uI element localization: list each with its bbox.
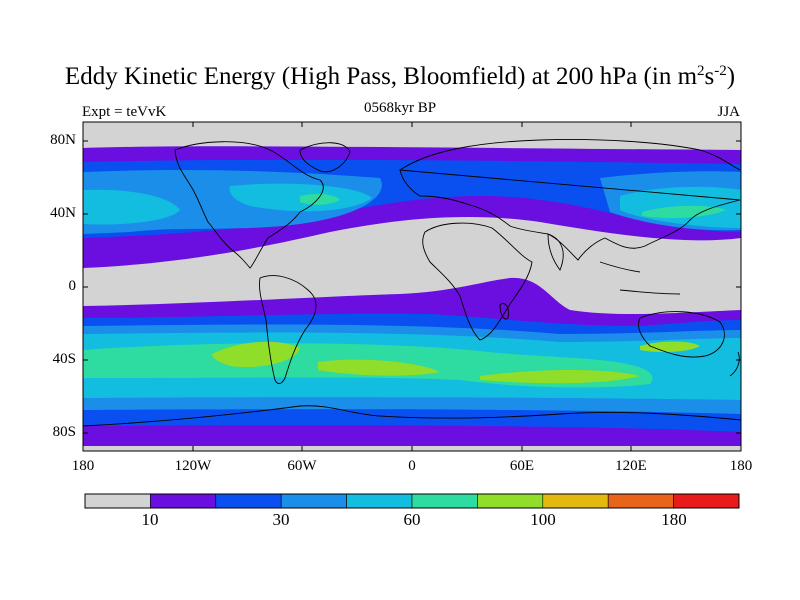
colorbar-label-30: 30: [272, 510, 290, 529]
lon-label-0: 0: [408, 458, 416, 474]
colorbar-frame: [84, 493, 740, 509]
coastlines: [83, 139, 741, 427]
lat-label-80n: 80N: [50, 132, 76, 148]
contour-nh-50-b: [642, 205, 726, 218]
coast-south-america: [259, 275, 317, 385]
lon-label-60w: 60W: [287, 458, 317, 474]
coast-africa: [422, 222, 533, 341]
colorbar-swatch: [477, 493, 544, 509]
colorbar-swatch: [215, 493, 282, 509]
lon-label-120e: 120E: [615, 458, 647, 474]
season-label: JJA: [717, 104, 740, 120]
contour-nh-50-a: [300, 193, 340, 205]
eke-contour-field: [83, 122, 741, 451]
colorbar-swatch: [411, 493, 478, 509]
coast-australia: [638, 311, 725, 358]
coast-north-america: [174, 141, 324, 269]
axis-ticks: [82, 122, 742, 451]
coast-europe-asia: [399, 139, 741, 261]
colorbar-swatch: [280, 493, 347, 509]
colorbar-label-180: 180: [661, 510, 687, 529]
contour-nh-40-a: [83, 189, 180, 225]
lat-label-80s: 80S: [52, 424, 76, 440]
lon-label-120w: 120W: [174, 458, 212, 474]
contour-sh-60-c: [480, 370, 640, 384]
colorbar-label-60: 60: [403, 510, 421, 529]
coast-india: [547, 233, 564, 271]
contour-sh-60-d: [640, 341, 700, 353]
colorbar-swatch: [673, 493, 740, 509]
plot-subtitle: 0568kyr BP: [363, 100, 437, 116]
lon-label-180w: 180: [71, 458, 95, 474]
coast-greenland: [299, 142, 351, 173]
lat-label-0: 0: [68, 278, 77, 294]
colorbar-swatch: [346, 493, 413, 509]
colorbar-label-10: 10: [141, 510, 159, 529]
colorbar-swatch: [150, 493, 217, 509]
coast-indonesia: [599, 261, 681, 295]
lat-label-40s: 40S: [52, 351, 76, 367]
colorbar-swatch: [542, 493, 609, 509]
coast-antarctica: [83, 405, 741, 427]
colorbar: [84, 493, 740, 509]
coast-madagascar: [499, 303, 509, 320]
colorbar-swatch: [84, 493, 151, 509]
colorbar-swatch: [607, 493, 674, 509]
lon-label-180e: 180: [729, 458, 753, 474]
contour-sh-60-b: [318, 359, 440, 376]
experiment-label: Expt = teVvK: [82, 104, 167, 120]
lon-label-60e: 60E: [509, 458, 535, 474]
plot-title: Eddy Kinetic Energy (High Pass, Bloomfie…: [64, 63, 736, 90]
coast-new-zealand: [729, 351, 740, 377]
contour-sh-60-a: [212, 341, 300, 368]
lat-label-40n: 40N: [50, 205, 76, 221]
colorbar-label-100: 100: [530, 510, 556, 529]
